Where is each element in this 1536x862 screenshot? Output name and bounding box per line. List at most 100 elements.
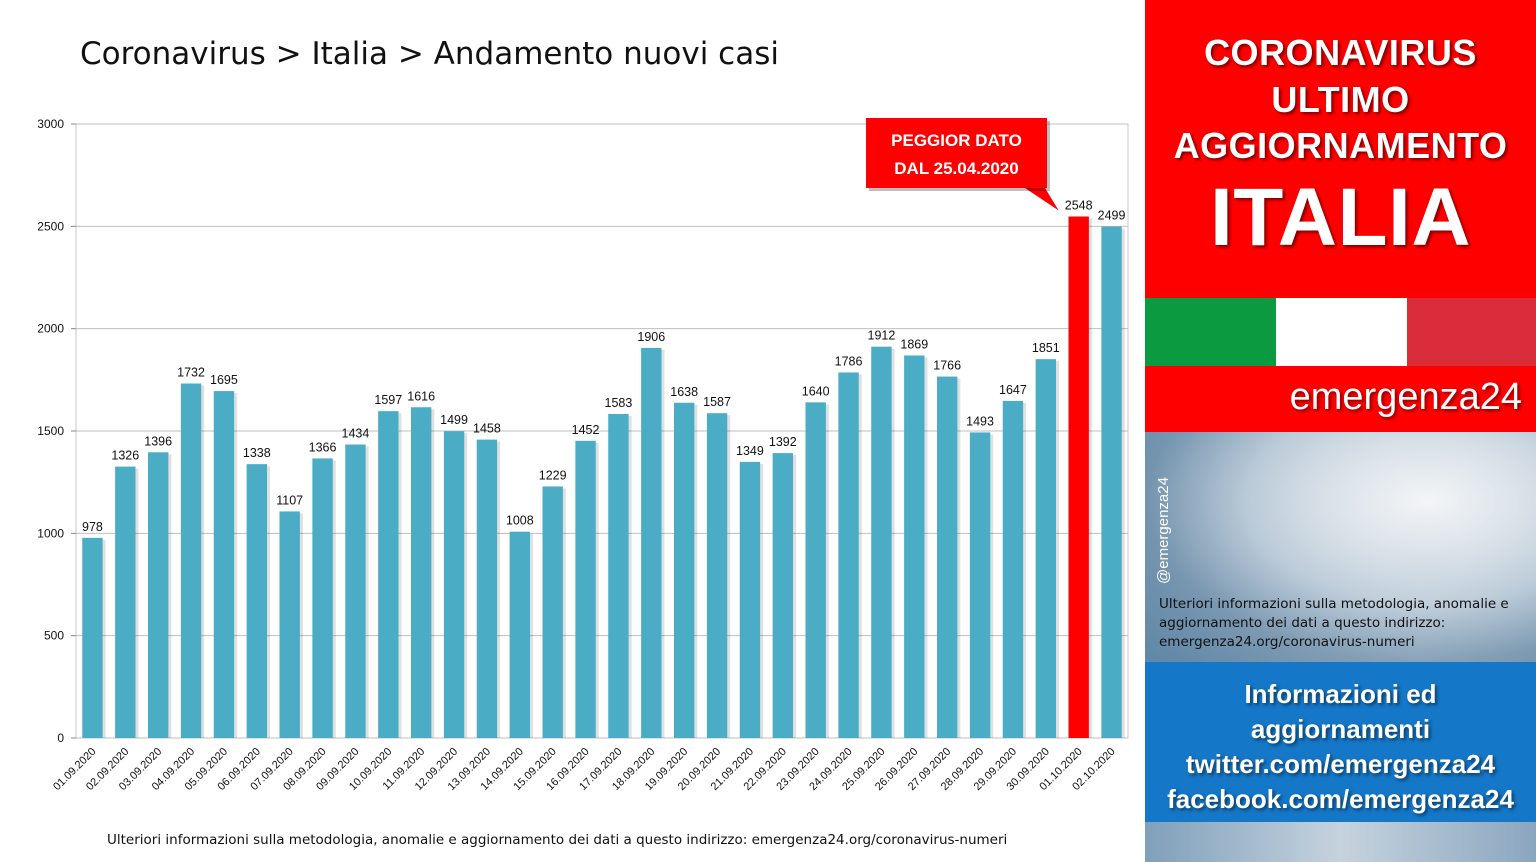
bar-07.09.2020	[279, 511, 300, 738]
background-photo: @emergenza24 Ulteriori informazioni sull…	[1145, 432, 1536, 662]
bar-13.09.2020	[476, 439, 498, 738]
bar-19.09.2020	[673, 402, 695, 738]
bar-04.09.2020	[180, 383, 202, 738]
value-label: 1851	[1032, 341, 1060, 355]
header-line-aggiornamento: AGGIORNAMENTO	[1173, 125, 1508, 166]
bar-02.10.2020	[1101, 226, 1122, 738]
value-label: 1616	[407, 389, 435, 403]
value-label: 1638	[670, 385, 698, 399]
value-label: 1107	[276, 493, 303, 507]
bar-02.09.2020	[115, 466, 136, 738]
y-tick-label: 2500	[37, 219, 64, 233]
italian-flag	[1145, 298, 1536, 366]
bar-23.09.2020	[805, 402, 826, 738]
header-line-italia: ITALIA	[1209, 172, 1472, 263]
bar-22.09.2020	[772, 453, 794, 738]
bar-27.09.2020	[936, 376, 958, 738]
bar-15.09.2020	[542, 486, 563, 738]
value-label: 2548	[1065, 199, 1093, 213]
bar-20.09.2020	[706, 413, 728, 738]
bar-10.09.2020	[378, 411, 399, 738]
methodology-note: Ulteriori informazioni sulla metodologia…	[1159, 596, 1509, 650]
value-label: 1869	[900, 337, 928, 351]
bar-03.09.2020	[147, 452, 169, 738]
value-label: 1434	[342, 427, 370, 441]
value-label: 1587	[703, 395, 731, 409]
brand-bar: emergenza24	[1145, 366, 1536, 432]
y-tick-label: 0	[57, 731, 64, 745]
flag-green-stripe	[1145, 298, 1276, 366]
value-label: 1452	[572, 423, 600, 437]
value-label: 1732	[177, 366, 205, 380]
bar-chart: 05001000150020002500300097801.09.2020132…	[37, 117, 1129, 793]
header-line-ultimo: ULTIMO	[1271, 79, 1410, 120]
bar-05.09.2020	[213, 391, 235, 738]
bar-12.09.2020	[443, 431, 465, 738]
bar-18.09.2020	[641, 347, 662, 738]
info-box: Informazioni ed aggiornamenti twitter.co…	[1145, 662, 1536, 822]
flag-white-stripe	[1276, 298, 1407, 366]
value-label: 1458	[473, 422, 501, 436]
header-line-coronavirus: CORONAVIRUS	[1204, 32, 1477, 73]
social-handle: @emergenza24	[1155, 477, 1172, 584]
value-label: 1647	[999, 383, 1027, 397]
sidebar-header: CORONAVIRUS ULTIMO AGGIORNAMENTO ITALIA	[1145, 0, 1536, 298]
value-label: 1597	[374, 393, 402, 407]
bar-09.09.2020	[345, 444, 366, 738]
y-tick-label: 500	[44, 629, 64, 643]
value-label: 1640	[802, 384, 830, 398]
value-label: 1583	[605, 396, 633, 410]
bar-17.09.2020	[608, 414, 629, 738]
brand-name: emergenza24	[1289, 376, 1522, 418]
value-label: 1499	[440, 413, 468, 427]
value-label: 1766	[933, 359, 961, 373]
facebook-link[interactable]: facebook.com/emergenza24	[1167, 784, 1514, 814]
info-line-1: Informazioni ed	[1244, 679, 1437, 709]
sidebar: CORONAVIRUS ULTIMO AGGIORNAMENTO ITALIA …	[1145, 0, 1536, 862]
bar-30.09.2020	[1035, 359, 1057, 738]
flag-red-stripe	[1407, 298, 1536, 366]
value-label: 1349	[736, 444, 764, 458]
callout-line-1: PEGGIOR DATO	[891, 131, 1022, 150]
twitter-link[interactable]: twitter.com/emergenza24	[1185, 749, 1496, 779]
y-tick-label: 1000	[37, 526, 64, 540]
bar-28.09.2020	[969, 432, 991, 738]
callout-box	[866, 118, 1047, 188]
bar-25.09.2020	[871, 346, 892, 738]
bar-14.09.2020	[509, 531, 531, 738]
value-label: 1229	[539, 468, 567, 482]
value-label: 1396	[144, 434, 172, 448]
chart-area: Coronavirus > Italia > Andamento nuovi c…	[37, 36, 1129, 848]
bar-21.09.2020	[739, 461, 761, 738]
callout-line-2: DAL 25.04.2020	[894, 159, 1018, 178]
bottom-photo-strip	[1145, 822, 1536, 862]
y-tick-label: 1500	[37, 424, 64, 438]
bar-26.09.2020	[904, 355, 925, 738]
value-label: 1906	[637, 330, 665, 344]
footer-note: Ulteriori informazioni sulla metodologia…	[107, 832, 1008, 848]
bar-01.10.2020	[1068, 216, 1089, 738]
callout-pointer	[1025, 188, 1059, 211]
value-label: 1695	[210, 373, 238, 387]
value-label: 1392	[769, 435, 797, 449]
bar-29.09.2020	[1002, 400, 1024, 738]
y-tick-label: 3000	[37, 117, 64, 131]
bar-06.09.2020	[246, 464, 268, 738]
value-label: 1338	[243, 446, 271, 460]
chart-title: Coronavirus > Italia > Andamento nuovi c…	[80, 36, 779, 72]
value-label: 1008	[506, 514, 534, 528]
y-tick-label: 2000	[37, 322, 64, 336]
bar-16.09.2020	[575, 440, 596, 738]
value-label: 1366	[309, 440, 337, 454]
value-label: 1786	[835, 354, 863, 368]
value-label: 978	[82, 520, 103, 534]
bar-24.09.2020	[838, 372, 859, 738]
info-line-2: aggiornamenti	[1250, 714, 1431, 744]
value-label: 1326	[111, 449, 139, 463]
value-label: 2499	[1098, 209, 1126, 223]
bar-08.09.2020	[312, 458, 333, 738]
value-label: 1912	[868, 329, 896, 343]
value-label: 1493	[966, 414, 994, 428]
bar-01.09.2020	[82, 537, 103, 738]
bar-11.09.2020	[410, 407, 432, 738]
